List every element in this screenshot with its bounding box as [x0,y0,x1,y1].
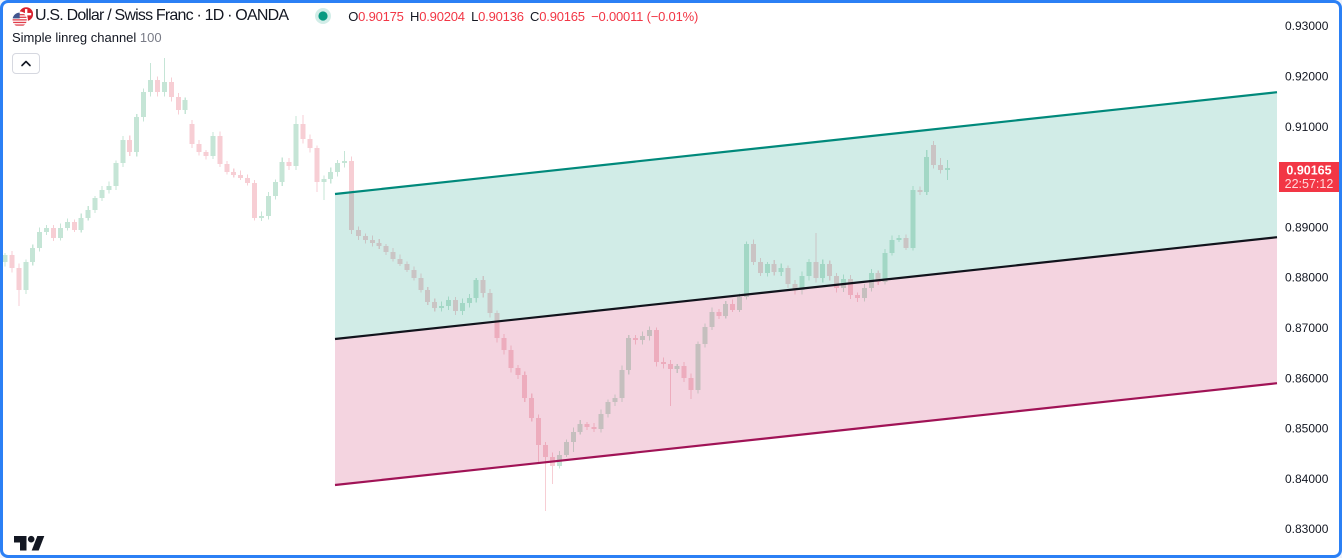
svg-text:0.86000: 0.86000 [1285,371,1329,385]
svg-text:0.90165: 0.90165 [1286,164,1331,178]
svg-text:22:57:12: 22:57:12 [1285,177,1334,191]
svg-text:0.85000: 0.85000 [1285,422,1329,436]
svg-text:0.91000: 0.91000 [1285,120,1329,134]
svg-text:0.87000: 0.87000 [1285,321,1329,335]
svg-text:0.93000: 0.93000 [1285,19,1329,33]
svg-text:0.92000: 0.92000 [1285,70,1329,84]
svg-text:0.88000: 0.88000 [1285,271,1329,285]
svg-text:0.89000: 0.89000 [1285,220,1329,234]
svg-text:0.84000: 0.84000 [1285,472,1329,486]
svg-text:0.83000: 0.83000 [1285,522,1329,536]
